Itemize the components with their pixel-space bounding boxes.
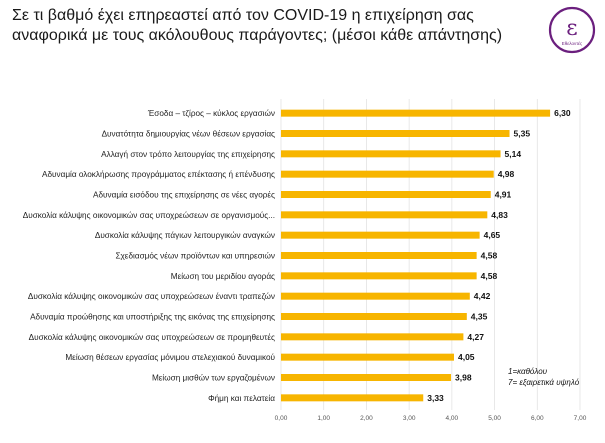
category-label: Δυσκολία κάλυψης οικονομικών σας υποχρεώ…: [29, 333, 275, 342]
value-label: 6,30: [554, 108, 571, 118]
x-tick-label: 5,00: [488, 415, 501, 422]
x-tick-label: 7,00: [574, 415, 587, 422]
category-label: Δυνατότητα δημιουργίας νέων θέσεων εργασ…: [102, 130, 275, 139]
x-axis-ticks: 0,00 1,00 2,00 3,00 4,00 5,00 6,00 7,00: [275, 415, 587, 422]
bar: [281, 109, 551, 117]
bar: [281, 211, 488, 219]
value-label: 3,33: [427, 393, 444, 403]
value-label: 4,35: [471, 312, 488, 322]
x-tick-label: 6,00: [531, 415, 544, 422]
scale-note: 1=καθόλου 7= εξαιρετικά υψηλό: [508, 366, 579, 388]
x-tick-label: 4,00: [446, 415, 459, 422]
value-label: 4,91: [495, 190, 512, 200]
x-tick-label: 3,00: [403, 415, 416, 422]
bar: [281, 252, 477, 259]
x-tick-label: 1,00: [317, 415, 330, 422]
logo: ε Εθελοντές: [548, 6, 596, 54]
bar: [281, 374, 452, 381]
value-label: 5,14: [505, 149, 522, 159]
value-label: 4,05: [458, 352, 475, 362]
category-label: Αδυναμία εισόδου της επιχείρησης σε νέες…: [93, 191, 275, 200]
bar: [281, 292, 470, 300]
category-label: Μείωση θέσεων εργασίας μόνιμου στελεχιακ…: [65, 353, 275, 362]
bar: [281, 394, 424, 402]
category-label: Δυσκολία κάλυψης οικονομικών σας υποχρεώ…: [23, 211, 275, 220]
value-label: 4,42: [474, 291, 491, 301]
chart-title: Σε τι βαθμό έχει επηρεαστεί από τον COVI…: [12, 7, 503, 44]
bar: [281, 353, 454, 361]
category-label: Δυσκολία κάλυψης οικονομικών σας υποχρεώ…: [28, 292, 275, 301]
category-label: Αδυναμία ολοκλήρωσης προγράμματος επέκτα…: [42, 170, 275, 179]
bar: [281, 313, 467, 320]
bar: [281, 231, 480, 239]
bar: [281, 130, 510, 137]
logo-caption: Εθελοντές: [562, 40, 583, 46]
value-label: 4,58: [481, 251, 498, 261]
bars: [281, 109, 551, 402]
value-label: 4,98: [498, 169, 515, 179]
category-label: Έσοδα – τζίρος – κύκλος εργασιών: [147, 109, 275, 118]
value-label: 4,83: [491, 210, 508, 220]
bar: [281, 170, 494, 178]
category-label: Μείωση μισθών των εργαζομένων: [152, 374, 275, 383]
x-tick-label: 2,00: [360, 415, 373, 422]
bar: [281, 150, 501, 158]
category-label: Αλλαγή στον τρόπο λειτουργίας της επιχεί…: [101, 150, 275, 159]
value-label: 3,98: [455, 373, 472, 383]
value-label: 4,65: [484, 230, 501, 240]
logo-ring: [548, 6, 596, 54]
value-labels: 6,30 5,35 5,14 4,98 4,91 4,83 4,65 4,58 4,58 4,42…: [427, 108, 571, 403]
category-label: Δυσκολία κάλυψης πάγιων λειτουργικών ανα…: [95, 231, 275, 240]
category-labels: Έσοδα – τζίρος – κύκλος εργασιών Δυνατότη…: [23, 109, 276, 403]
logo-letter: ε: [566, 16, 577, 41]
scale-note-min: 1=καθόλου: [508, 367, 548, 376]
category-label: Αδυναμία προώθησης και υποστήριξης της ε…: [30, 313, 275, 322]
bar: [281, 191, 491, 198]
bar: [281, 333, 464, 341]
bar: [281, 272, 477, 280]
category-label: Μείωση του μεριδίου αγοράς: [171, 272, 275, 281]
category-label: Σχεδιασμός νέων προϊόντων και υπηρεσιών: [115, 252, 275, 261]
value-label: 4,27: [467, 332, 484, 342]
value-label: 5,35: [514, 129, 531, 139]
x-tick-label: 0,00: [275, 415, 288, 422]
value-label: 4,58: [481, 271, 498, 281]
category-label: Φήμη και πελατεία: [208, 394, 275, 403]
scale-note-max: 7= εξαιρετικά υψηλό: [508, 378, 580, 387]
